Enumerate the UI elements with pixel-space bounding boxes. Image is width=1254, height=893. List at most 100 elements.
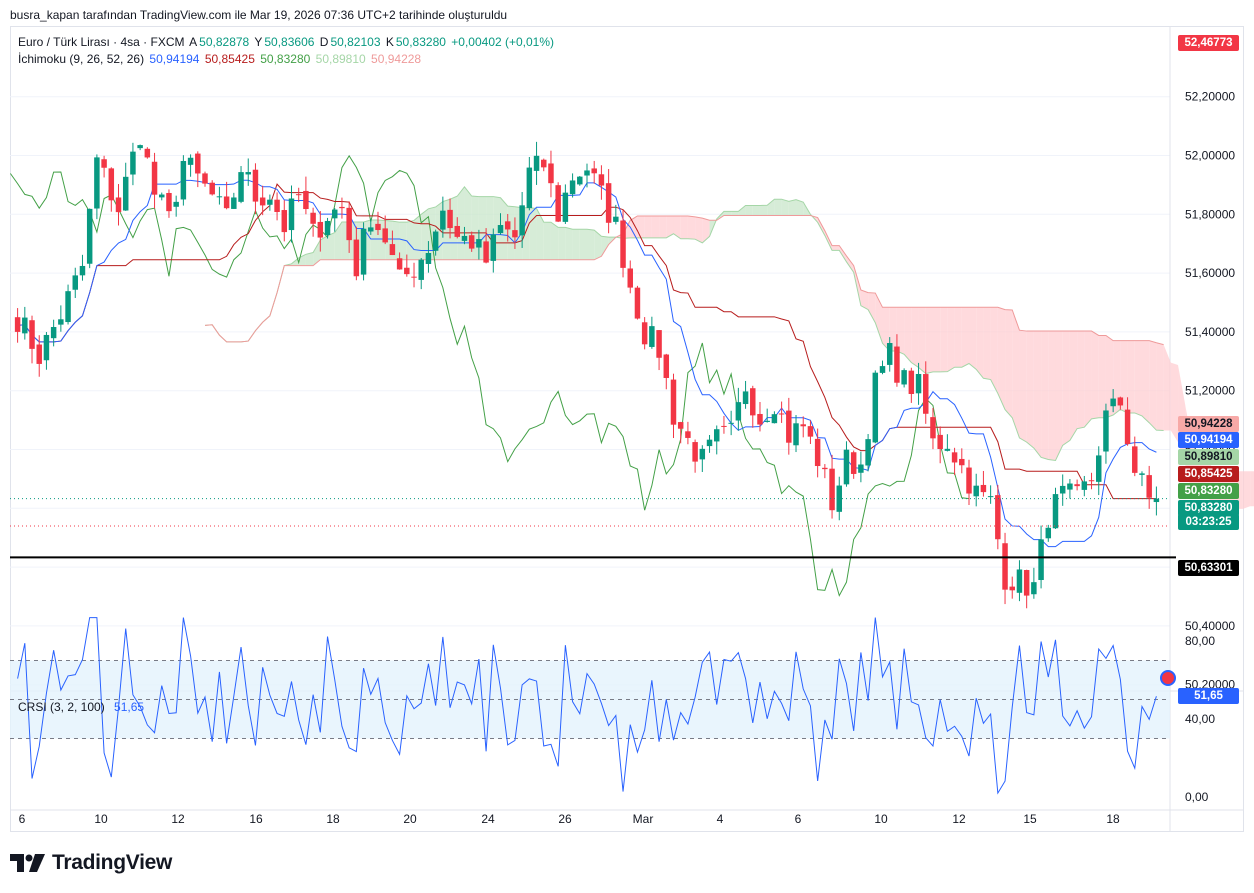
candle-down (209, 182, 215, 195)
candle-down (353, 239, 360, 277)
candle-down (923, 374, 929, 414)
cloud-bear-segment (1127, 340, 1135, 413)
candle-up (245, 172, 251, 175)
candle-down (670, 379, 677, 425)
currency-flag-icon[interactable] (1160, 670, 1176, 686)
cloud-bear-segment (1041, 331, 1049, 460)
candle-up (879, 366, 886, 373)
candle-up (699, 448, 706, 460)
candle-down (14, 317, 21, 332)
candle-down (663, 354, 670, 378)
cloud-bear-segment (637, 215, 645, 238)
cloud-bear-segment (1012, 310, 1020, 438)
candle-up (843, 449, 850, 485)
x-axis-tick-label: 10 (94, 812, 108, 826)
cloud-bull-segment (327, 232, 335, 260)
symbol-legend[interactable]: Euro / Türk Lirası · 4sa · FXCM A 50,8287… (18, 35, 556, 49)
candle-up (440, 210, 446, 230)
candle-down (894, 346, 900, 383)
candle-up (476, 239, 482, 248)
cloud-bull-segment (435, 201, 443, 260)
candle-up (94, 157, 100, 209)
cloud-bull-segment (565, 227, 573, 260)
candle-down (252, 169, 259, 202)
cloud-bear-segment (976, 307, 984, 379)
candle-up (432, 231, 439, 251)
candle-down (454, 225, 461, 237)
cloud-bull-segment (507, 206, 515, 260)
candle-up (86, 208, 93, 264)
cloud-bull-segment (406, 220, 415, 260)
candle-up (872, 372, 879, 443)
price-tag: 50,94194 (1178, 432, 1239, 448)
cloud-bear-segment (832, 245, 840, 251)
candle-up (584, 170, 590, 176)
candle-up (1031, 582, 1037, 595)
cloud-bear-segment (666, 215, 674, 238)
candle-up (865, 439, 871, 466)
candle-down (541, 159, 547, 168)
candle-down (1124, 409, 1131, 445)
cloud-bear-segment (947, 307, 955, 372)
candle-down (144, 148, 151, 158)
cloud-bear-segment (918, 307, 926, 374)
crsi-y-tick-label: 80,00 (1185, 634, 1215, 648)
crsi-name: CRSI (3, 2, 100) (18, 700, 105, 714)
cloud-bull-segment (572, 229, 580, 260)
cloud-bear-segment (702, 218, 710, 243)
candle-down (685, 431, 691, 438)
y-axis-tick-label: 52,20000 (1185, 90, 1235, 104)
candle-up (1139, 473, 1145, 475)
candle-down (980, 484, 987, 493)
candle-up (324, 220, 331, 236)
price-tag: 50,94228 (1178, 416, 1239, 432)
candle-up (1103, 410, 1109, 452)
candle-up (793, 423, 799, 446)
crsi-legend[interactable]: CRSI (3, 2, 100) 51,65 (18, 700, 144, 714)
price-tag: 50,85425 (1178, 466, 1239, 482)
cloud-bear-segment (1120, 340, 1128, 413)
candle-down (259, 197, 266, 206)
ichimoku-legend[interactable]: İchimoku (9, 26, 52, 26) 50,94194 50,854… (18, 52, 423, 66)
symbol-name: Euro / Türk Lirası · 4sa · FXCM (18, 35, 185, 49)
cloud-bear-segment (904, 307, 912, 363)
candle-up (1095, 455, 1102, 482)
candle-up (742, 391, 749, 405)
candle-up (331, 209, 338, 219)
candle-down (512, 230, 518, 238)
candle-up (461, 235, 468, 241)
candle-down (468, 235, 475, 249)
candle-up (1153, 498, 1160, 503)
candle-up (137, 145, 143, 149)
cloud-bear-segment (1250, 471, 1254, 507)
candle-up (649, 326, 655, 347)
candle-down (202, 173, 208, 184)
x-axis-tick-label: 10 (874, 812, 888, 826)
cloud-bear-segment (896, 307, 905, 355)
tradingview-logo[interactable]: TradingView (10, 851, 172, 875)
candle-down (959, 458, 965, 466)
cloud-bear-segment (1113, 340, 1121, 415)
candle-down (591, 168, 597, 174)
cloud-bear-segment (1156, 342, 1164, 431)
candle-up (65, 291, 71, 323)
candle-up (886, 343, 893, 365)
cloud-bear-segment (940, 307, 948, 372)
y-axis-tick-label: 51,80000 (1185, 207, 1235, 221)
candle-up (238, 172, 244, 202)
cloud-bear-segment (954, 307, 962, 368)
cloud-bear-segment (673, 215, 681, 239)
cloud-bear-segment (997, 307, 1006, 410)
cloud-bull-segment (305, 252, 314, 266)
candle-down (504, 221, 511, 230)
cloud-bull-segment (500, 197, 508, 260)
cloud-bear-segment (1134, 340, 1142, 416)
candle-down (807, 426, 814, 437)
candle-down (951, 452, 958, 463)
crsi-line (17, 617, 1157, 795)
candle-up (562, 192, 569, 222)
low-label: D (319, 35, 329, 49)
cloud-bear-segment (1062, 331, 1070, 446)
candle-down (1117, 397, 1124, 406)
